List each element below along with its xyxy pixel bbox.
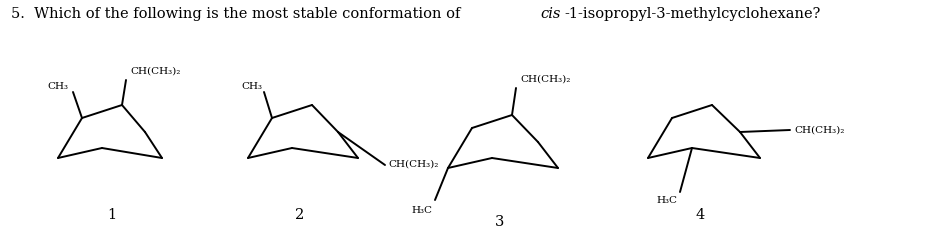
Text: 3: 3 [496,215,505,229]
Text: CH₃: CH₃ [48,82,68,91]
Text: cis: cis [540,7,560,21]
Text: 4: 4 [696,208,705,222]
Text: H₃C: H₃C [656,196,677,205]
Text: 2: 2 [295,208,305,222]
Text: CH(CH₃)₂: CH(CH₃)₂ [130,67,180,76]
Text: CH(CH₃)₂: CH(CH₃)₂ [520,75,570,84]
Text: -1-isopropyl-3-methylcyclohexane?: -1-isopropyl-3-methylcyclohexane? [565,7,821,21]
Text: CH(CH₃)₂: CH(CH₃)₂ [388,159,439,168]
Text: 1: 1 [108,208,117,222]
Text: CH(CH₃)₂: CH(CH₃)₂ [794,125,844,134]
Text: 5.  Which of the following is the most stable conformation of: 5. Which of the following is the most st… [11,7,466,21]
Text: H₃C: H₃C [411,206,432,215]
Text: CH₃: CH₃ [241,82,262,91]
